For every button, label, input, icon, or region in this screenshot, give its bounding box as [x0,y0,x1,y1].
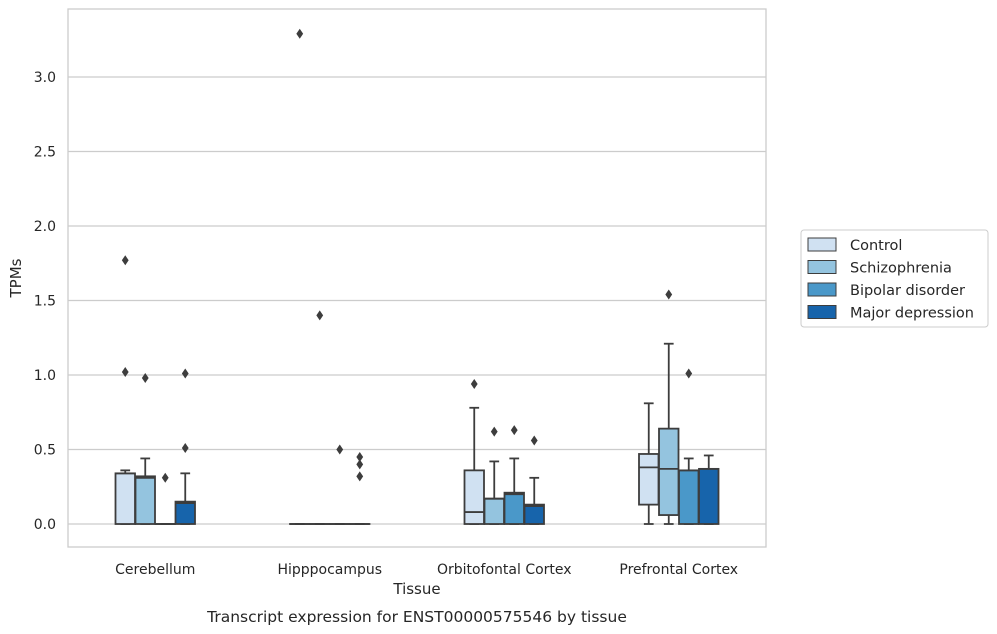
legend-swatch [807,237,837,252]
y-tick-label: 2.0 [34,219,56,235]
box-group [463,378,485,525]
chart-caption: Transcript expression for ENST0000057554… [206,608,627,626]
outlier-point [510,425,518,436]
y-tick-label: 2.5 [34,145,56,161]
legend-label: Major depression [850,306,974,322]
outlier-point [316,310,324,321]
legend-items: Control Schizophrenia Bipolar disorder Majo… [807,237,974,322]
outlier-point [356,471,364,482]
box-group [698,454,720,525]
box-group [658,289,680,525]
box [658,427,680,516]
box [134,475,156,525]
plot-frame [67,8,767,548]
outlier-point [161,472,169,483]
y-axis-ticks: 0.0 0.5 1.0 1.5 2.0 2.5 3.0 [34,70,56,533]
outlier-point [356,451,364,462]
box [523,503,545,525]
y-tick-label: 1.5 [34,294,56,310]
outlier-point [181,368,189,379]
outlier-point [665,289,673,300]
outlier-point [356,459,364,470]
outlier-point [296,28,304,39]
box [114,472,136,525]
box-plot-series [114,28,720,525]
outlier-point [470,378,478,389]
box-group [134,372,156,525]
box-group [114,255,136,525]
box [678,469,700,525]
x-tick-label: Orbitofontal Cortex [437,562,572,578]
legend-label: Control [850,238,902,254]
legend-label: Schizophrenia [850,261,952,277]
outlier-point [490,426,498,437]
y-tick-label: 0.5 [34,443,56,459]
x-tick-label: Hipppocampus [277,562,382,578]
legend-swatch [807,260,837,274]
box [174,500,196,525]
legend: Control Schizophrenia Bipolar disorder Majo… [800,229,989,328]
box [698,467,720,525]
outlier-point [685,368,693,379]
x-tick-label: Prefrontal Cortex [619,562,738,578]
outlier-point [141,372,149,383]
box-group [349,451,371,525]
outlier-point [181,443,189,454]
legend-label: Bipolar disorder [850,283,965,299]
legend-swatch [807,305,837,319]
y-tick-label: 3.0 [34,70,56,86]
legend-frame [800,229,989,328]
box [503,491,525,525]
x-axis-title: Tissue [392,580,440,598]
box-group [523,435,545,525]
y-axis-title: TPMs [7,258,25,298]
box [638,453,660,506]
box [483,497,505,525]
legend-swatch [807,282,837,297]
x-axis-ticks: Cerebellum Hipppocampus Orbitofontal Corte… [115,562,738,578]
outlier-point [530,435,538,446]
box-group [174,368,196,525]
y-tick-label: 1.0 [34,368,56,384]
y-tick-label: 0.0 [34,517,56,533]
box [463,469,485,525]
outlier-point [121,255,129,266]
box-group [503,425,525,525]
x-tick-label: Cerebellum [115,562,195,578]
outlier-point [336,444,344,455]
outlier-point [121,367,129,378]
